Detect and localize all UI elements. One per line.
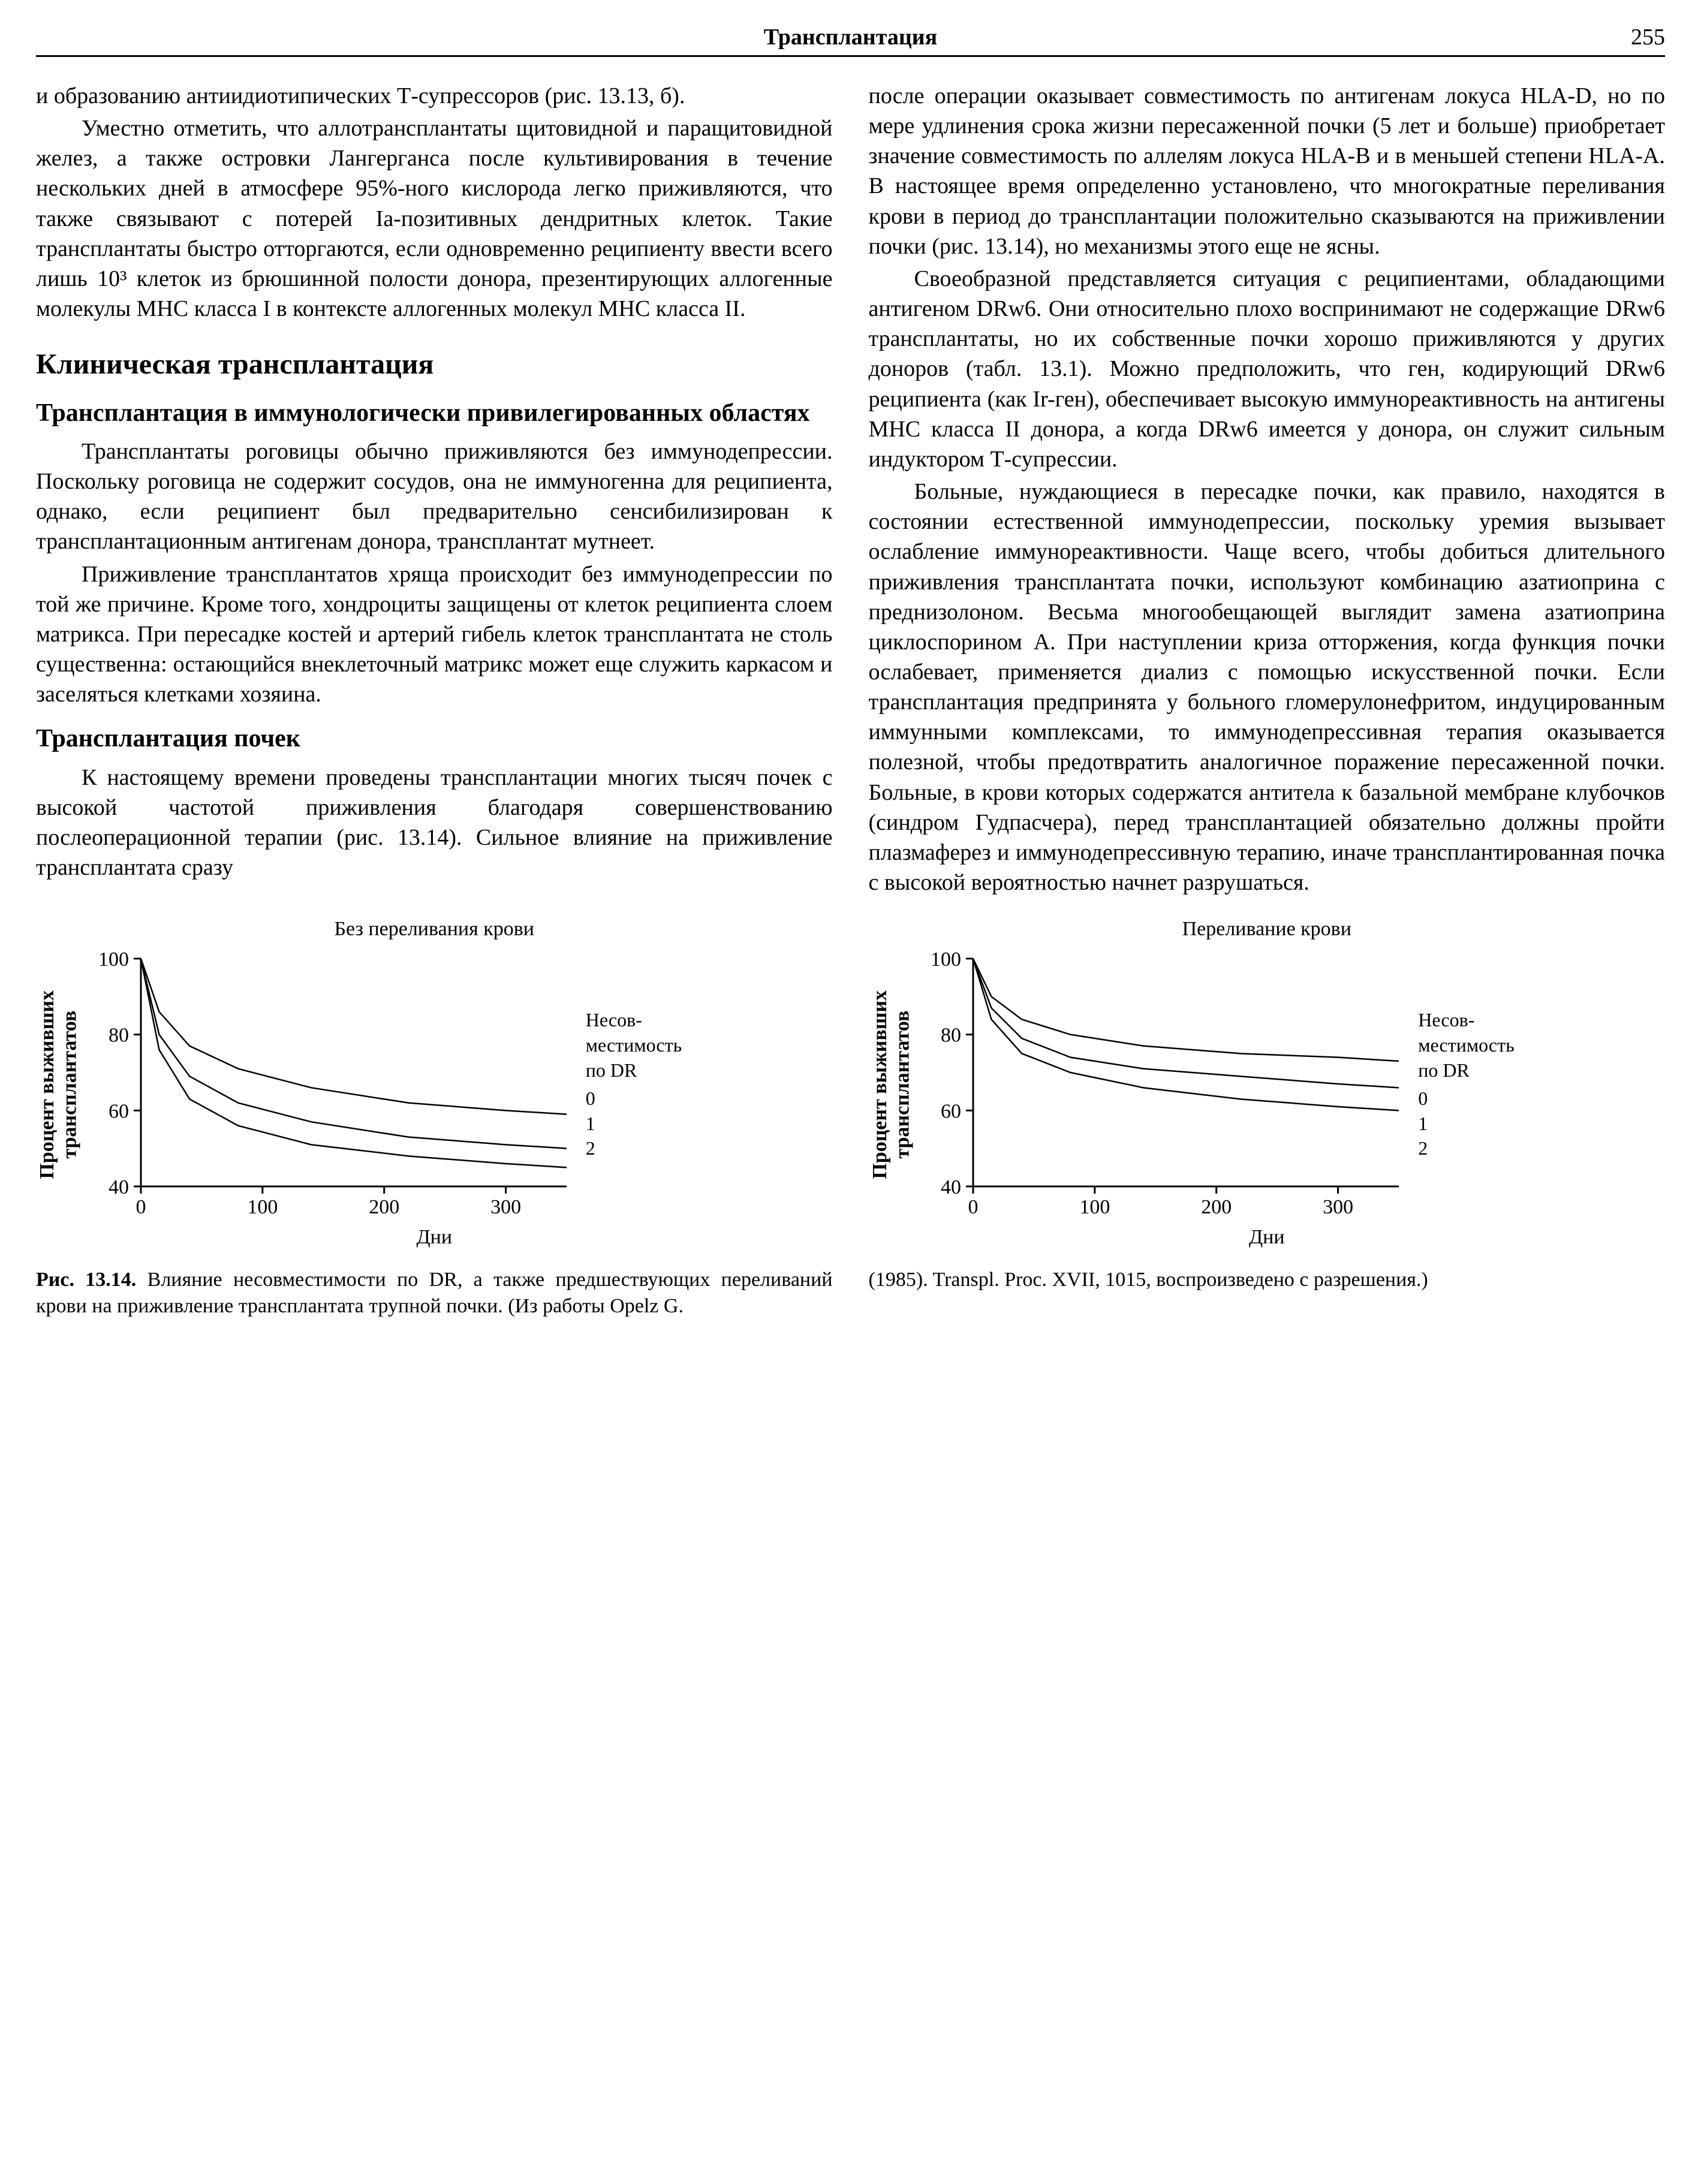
legend-item: 0 <box>586 1086 682 1111</box>
para: К настоящему времени проведены трансплан… <box>36 763 833 883</box>
page-number: 255 <box>1593 24 1665 50</box>
svg-text:60: 60 <box>109 1101 129 1123</box>
para: Больные, нуждающиеся в пересадке почки, … <box>869 477 1666 897</box>
svg-text:60: 60 <box>941 1101 961 1123</box>
legend-item: 0 <box>1418 1086 1514 1111</box>
para: и образованию антиидиотипических Т-супре… <box>36 81 833 111</box>
legend-title: Несов-местимостьпо DR <box>1418 1008 1514 1083</box>
caption-text: Влияние несовместимости по DR, а также п… <box>36 1269 833 1317</box>
figure-ref: Рис. 13.14. <box>36 1269 136 1291</box>
text-columns: и образованию антиидиотипических Т-супре… <box>36 81 1665 900</box>
legend-item: 1 <box>586 1111 682 1137</box>
header-title: Трансплантация <box>108 24 1593 50</box>
legend-right: Несов-местимостьпо DR 0 1 2 <box>1418 1008 1514 1161</box>
y-axis-label: Процент выжившихтрансплантатов <box>36 990 81 1179</box>
svg-text:100: 100 <box>1080 1196 1110 1218</box>
figure-row: Без переливания крови Процент выжившихтр… <box>36 918 1665 1249</box>
page-header: Трансплантация 255 <box>36 24 1665 57</box>
svg-text:200: 200 <box>1201 1196 1232 1218</box>
caption-left: Рис. 13.14. Влияние несовместимости по D… <box>36 1267 833 1320</box>
left-column: и образованию антиидиотипических Т-супре… <box>36 81 833 900</box>
chart-svg-right: 40 60 80 100 0 100 200 300 <box>919 947 1411 1222</box>
svg-text:300: 300 <box>1323 1196 1353 1218</box>
section-heading: Клиническая трансплантация <box>36 345 833 383</box>
figure-panel-right: Переливание крови Процент выжившихтрансп… <box>869 918 1666 1249</box>
para: Трансплантаты роговицы обычно приживляют… <box>36 436 833 557</box>
svg-text:100: 100 <box>98 948 129 971</box>
legend-item: 1 <box>1418 1111 1514 1137</box>
para: Своеобразной представляется ситуация с р… <box>869 264 1666 474</box>
para: Приживление трансплантатов хряща происхо… <box>36 559 833 710</box>
figure-caption: Рис. 13.14. Влияние несовместимости по D… <box>36 1267 1665 1320</box>
legend-item: 2 <box>586 1136 682 1161</box>
subsection-heading: Трансплантация в иммунологически привиле… <box>36 398 833 428</box>
svg-text:100: 100 <box>931 948 961 971</box>
para: после операции оказывает совместимость п… <box>869 81 1666 261</box>
x-axis-label: Дни <box>869 1226 1666 1249</box>
svg-text:80: 80 <box>941 1025 961 1047</box>
y-axis-label: Процент выжившихтрансплантатов <box>869 990 914 1179</box>
svg-text:0: 0 <box>968 1196 979 1218</box>
svg-text:40: 40 <box>941 1176 961 1198</box>
chart-title-left: Без переливания крови <box>36 918 833 941</box>
svg-text:80: 80 <box>109 1025 129 1047</box>
chart-svg-left: 40 60 80 100 0 100 200 300 <box>87 947 579 1222</box>
svg-text:200: 200 <box>369 1196 399 1218</box>
legend-left: Несов-местимостьпо DR 0 1 2 <box>586 1008 682 1161</box>
figure-panel-left: Без переливания крови Процент выжившихтр… <box>36 918 833 1249</box>
right-column: после операции оказывает совместимость п… <box>869 81 1666 900</box>
chart-wrap-left: Процент выжившихтрансплантатов 406080100… <box>36 947 833 1222</box>
svg-text:300: 300 <box>490 1196 521 1218</box>
legend-title: Несов-местимостьпо DR <box>586 1008 682 1083</box>
chart-title-right: Переливание крови <box>869 918 1666 941</box>
legend-item: 2 <box>1418 1136 1514 1161</box>
x-axis-label: Дни <box>36 1226 833 1249</box>
svg-text:0: 0 <box>136 1196 146 1218</box>
subsection-heading: Трансплантация почек <box>36 724 833 754</box>
chart-wrap-right: Процент выжившихтрансплантатов 406080100… <box>869 947 1666 1222</box>
svg-text:100: 100 <box>247 1196 278 1218</box>
caption-right: (1985). Transpl. Proc. XVII, 1015, воспр… <box>869 1267 1666 1320</box>
para: Уместно отметить, что аллотрансплантаты … <box>36 113 833 324</box>
svg-text:40: 40 <box>109 1176 129 1198</box>
